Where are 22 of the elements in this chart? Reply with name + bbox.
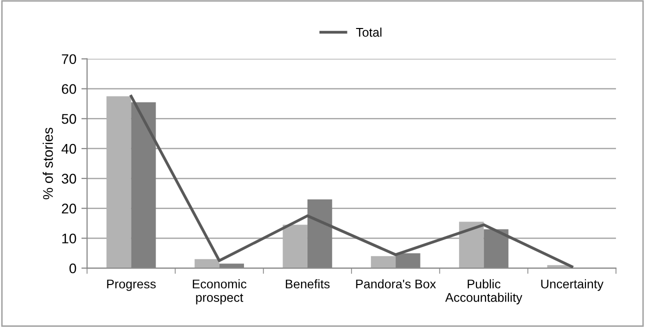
y-tick-label: 60	[62, 84, 76, 94]
y-tick-label: 30	[62, 174, 76, 184]
legend-label: Total	[356, 28, 382, 37]
y-tick-label: 40	[62, 144, 76, 154]
bar	[194, 259, 220, 268]
bar	[106, 96, 132, 268]
x-tick-label: Pandora's Box	[356, 279, 436, 288]
x-tick-label: Economic prospect	[192, 279, 246, 304]
bar	[370, 256, 396, 268]
x-tick-label: Benefits	[286, 279, 330, 288]
y-tick-label: 0	[69, 263, 76, 274]
y-tick-label: 20	[62, 204, 76, 214]
bar	[282, 224, 308, 268]
y-axis-title: % of stories	[42, 128, 53, 200]
y-tick-label: 10	[62, 234, 76, 244]
y-tick-label: 50	[62, 114, 76, 124]
x-tick-label: Public Accountability	[445, 279, 522, 304]
bar	[459, 222, 484, 268]
line-series	[130, 94, 574, 268]
x-tick-label: Uncertainty	[541, 279, 604, 291]
x-tick-label: Progress	[107, 280, 156, 291]
y-tick-label: 70	[62, 54, 76, 64]
